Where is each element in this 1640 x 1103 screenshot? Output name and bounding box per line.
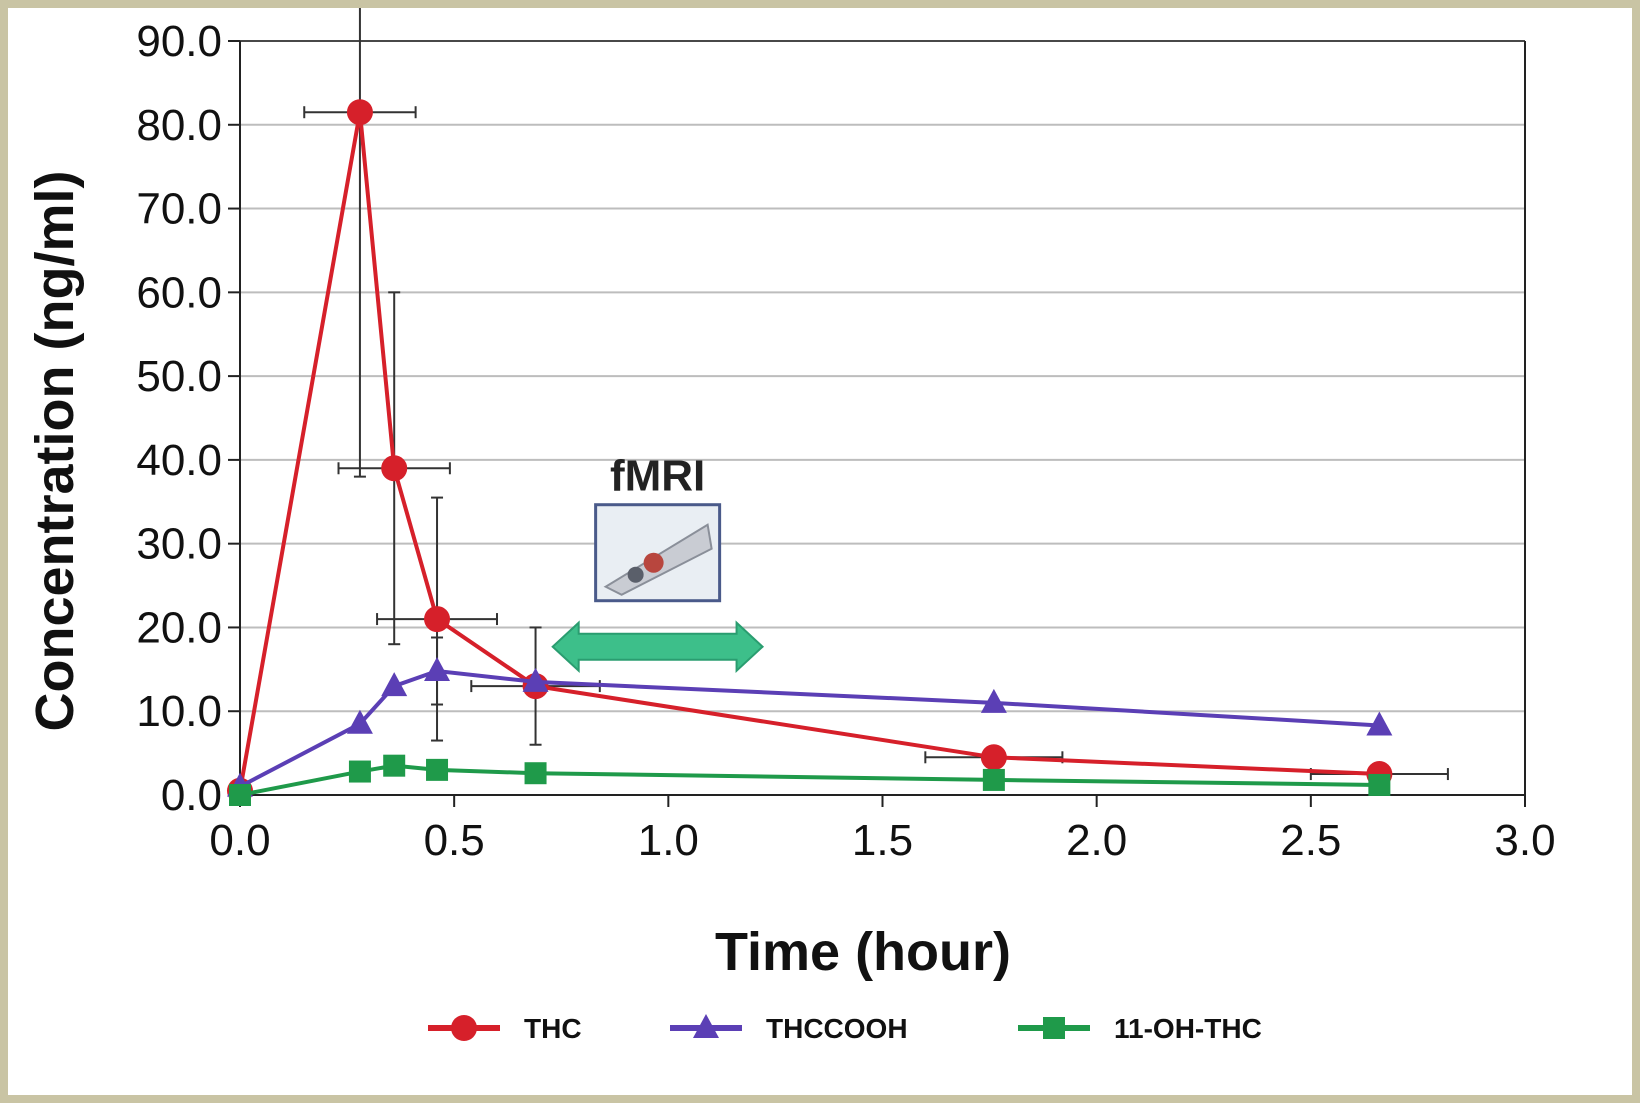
chart-frame: 0.0 10.0 20.0 30.0 40.0 50.0 60.0 70.0 80.0 90.0 … bbox=[8, 8, 1632, 1095]
x-tick-label: 3.0 bbox=[1494, 816, 1555, 865]
y-axis-title: Concentration (ng/ml) bbox=[25, 171, 85, 732]
data-point bbox=[348, 760, 371, 783]
fmri-annotation: fMRI bbox=[551, 452, 765, 673]
data-point bbox=[1368, 773, 1391, 796]
data-point bbox=[381, 455, 408, 482]
data-point bbox=[982, 768, 1005, 791]
series-layer bbox=[227, 8, 1449, 806]
y-tick-label: 80.0 bbox=[136, 101, 222, 150]
series-thc bbox=[227, 8, 1449, 804]
series-line bbox=[238, 111, 1380, 792]
x-tick-label: 0.0 bbox=[209, 816, 270, 865]
data-point bbox=[426, 758, 449, 781]
pk-line-chart: 0.010.020.030.040.050.060.070.080.090.0 … bbox=[25, 8, 1556, 1044]
data-point bbox=[383, 754, 406, 777]
legend-label: THC bbox=[524, 1013, 582, 1044]
y-tick-label: 0.0 bbox=[161, 771, 222, 820]
y-tick-label: 50.0 bbox=[136, 352, 222, 401]
x-tick-label: 1.5 bbox=[852, 816, 913, 865]
y-tick-label: 10.0 bbox=[136, 687, 222, 736]
legend-item: THCCOOH bbox=[670, 1013, 908, 1044]
y-tick-labels: 0.0 10.0 20.0 30.0 40.0 50.0 60.0 70.0 80.0 90.0 bbox=[136, 17, 222, 820]
legend-label: THCCOOH bbox=[766, 1013, 908, 1044]
data-point bbox=[424, 657, 451, 682]
data-point bbox=[451, 1015, 477, 1041]
scanner-detail-shape bbox=[627, 566, 644, 583]
y-tick-label: 40.0 bbox=[136, 436, 222, 485]
x-tick-label: 2.0 bbox=[1066, 816, 1127, 865]
fmri-label: fMRI bbox=[610, 452, 705, 501]
legend-item: THC bbox=[428, 1013, 582, 1044]
x-tick-label: 2.5 bbox=[1280, 816, 1341, 865]
x-tick-label: 0.5 bbox=[424, 816, 485, 865]
data-point bbox=[229, 784, 251, 806]
y-tick-label: 60.0 bbox=[136, 268, 222, 317]
data-point bbox=[693, 1014, 719, 1038]
legend-item: 11-OH-THC bbox=[1018, 1013, 1262, 1044]
x-tick-labels: 0.0 0.5 1.0 1.5 2.0 2.5 3.0 bbox=[209, 816, 1555, 865]
data-point bbox=[1366, 711, 1393, 736]
axes bbox=[228, 40, 1526, 807]
y-tick-label: 90.0 bbox=[136, 17, 222, 66]
data-point bbox=[524, 762, 547, 785]
scanner-detail-shape bbox=[643, 552, 664, 573]
y-tick-label: 70.0 bbox=[136, 185, 222, 234]
data-point bbox=[346, 99, 373, 126]
data-point bbox=[1043, 1017, 1065, 1039]
legend-label: 11-OH-THC bbox=[1114, 1013, 1262, 1044]
x-axis-title: Time (hour) bbox=[715, 922, 1011, 982]
series-11-oh-thc bbox=[229, 754, 1391, 806]
data-point bbox=[381, 672, 408, 697]
data-point bbox=[980, 688, 1007, 713]
data-point bbox=[346, 709, 373, 734]
series-line bbox=[239, 763, 1380, 797]
x-tick-label: 1.0 bbox=[638, 816, 699, 865]
data-point bbox=[980, 744, 1007, 771]
y-tick-label: 30.0 bbox=[136, 520, 222, 569]
y-tick-label: 20.0 bbox=[136, 603, 222, 652]
data-point bbox=[522, 667, 549, 692]
legend: THC THCCOOH 11-OH-THC bbox=[428, 1013, 1262, 1044]
data-point bbox=[424, 606, 451, 633]
fmri-double-arrow bbox=[551, 620, 765, 673]
